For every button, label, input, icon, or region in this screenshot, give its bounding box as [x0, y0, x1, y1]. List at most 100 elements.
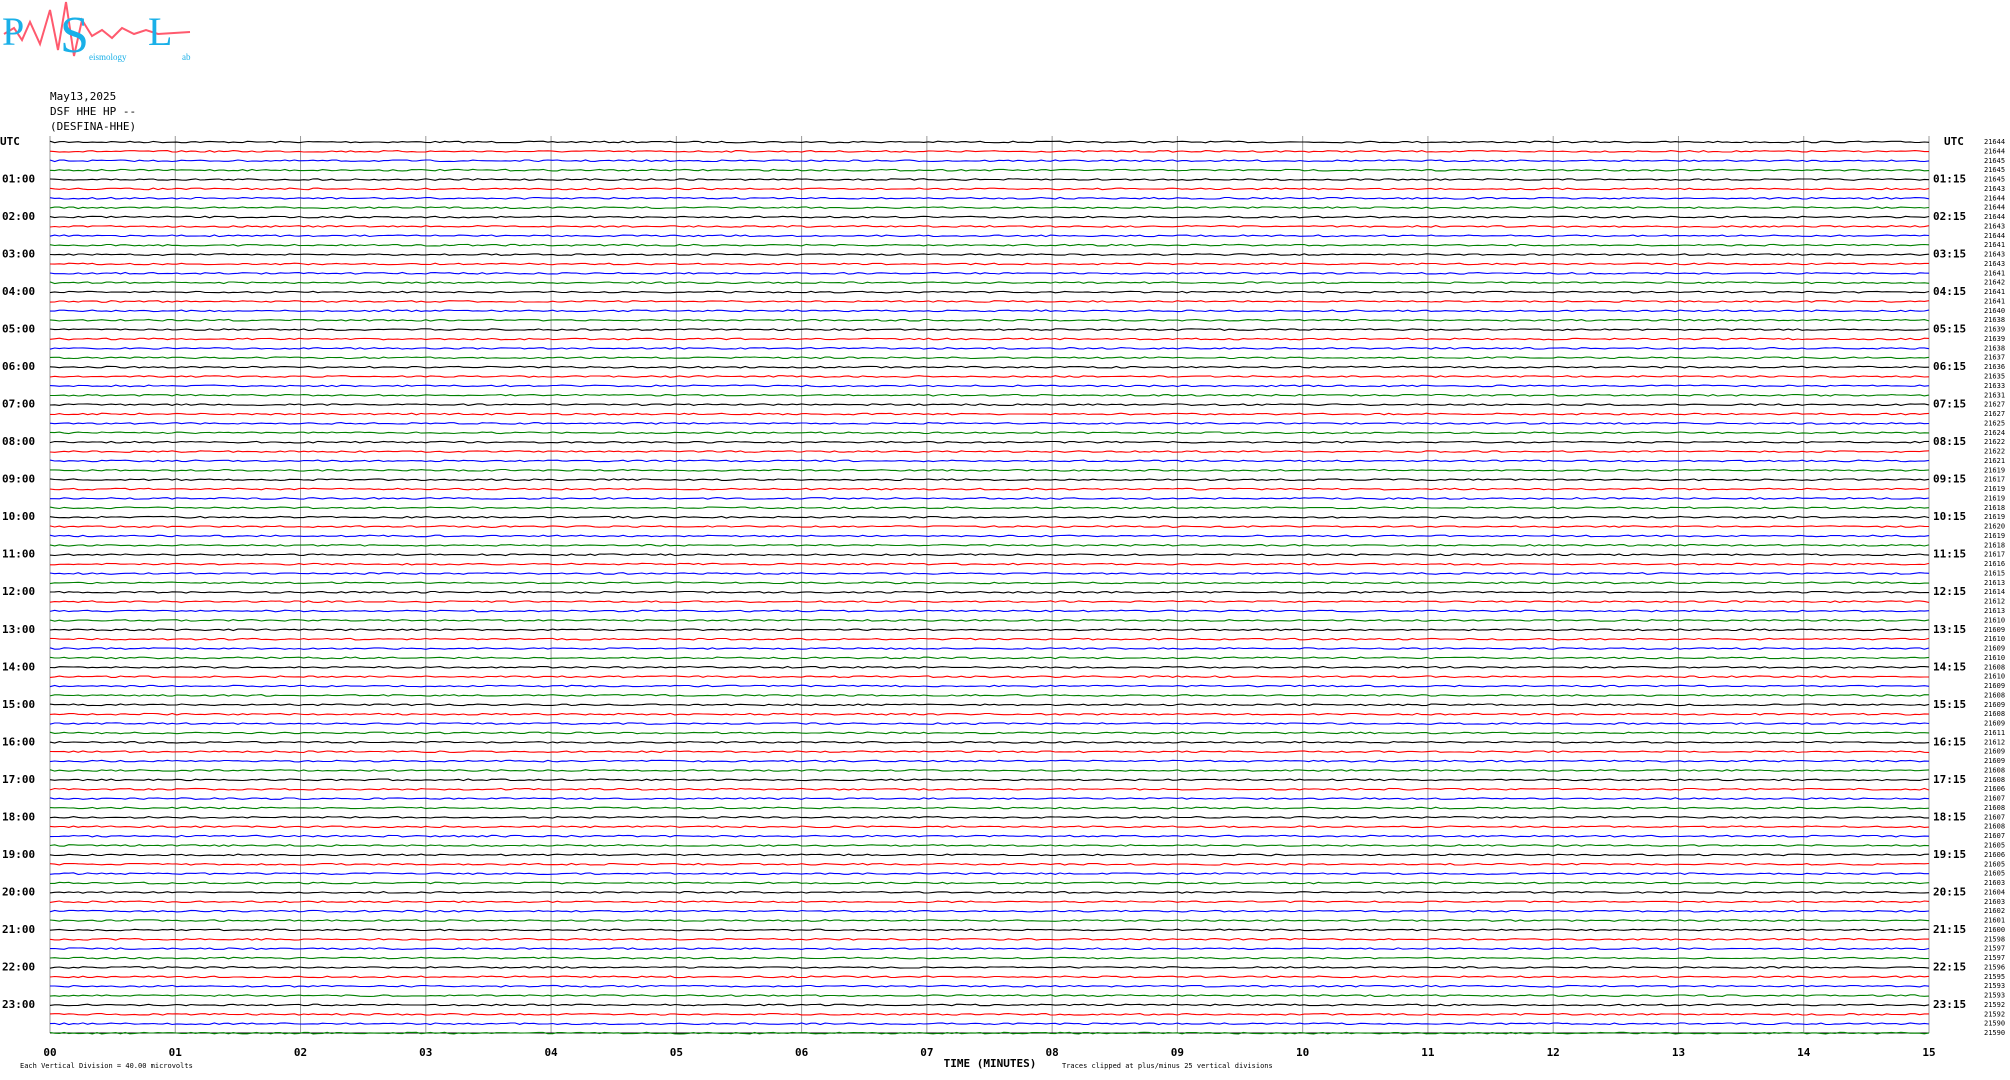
trace-count: 21590	[1984, 1020, 2005, 1028]
x-tick-label: 13	[1672, 1046, 1685, 1059]
trace-count: 21641	[1984, 269, 2005, 277]
trace	[50, 497, 1930, 500]
trace-count: 21606	[1984, 785, 2005, 793]
trace-count: 21610	[1984, 673, 2005, 681]
trace-count: 21609	[1984, 748, 2005, 756]
trace-count: 21604	[1984, 888, 2005, 896]
trace-count: 21627	[1984, 410, 2005, 418]
y-tick-label: 01:00	[2, 173, 35, 186]
trace-count: 21609	[1984, 626, 2005, 634]
x-tick-label: 06	[795, 1046, 809, 1059]
x-tick-label: 08	[1046, 1046, 1059, 1059]
trace	[49, 684, 1930, 688]
y-tick-label-right: 08:15	[1933, 435, 1966, 448]
y-tick-label-right: 20:15	[1933, 885, 1966, 898]
y-tick-label-right: 14:15	[1933, 660, 1966, 673]
trace-count: 21603	[1984, 879, 2005, 887]
logo-p: P	[2, 9, 24, 54]
trace	[49, 937, 1930, 941]
trace-count: 21633	[1984, 382, 2005, 390]
trace-count: 21645	[1984, 157, 2005, 165]
clip-note: Traces clipped at plus/minus 25 vertical…	[1062, 1062, 1273, 1070]
trace-count: 21601	[1984, 917, 2005, 925]
y-tick-label-right: 05:15	[1933, 323, 1966, 336]
trace-count: 21611	[1984, 729, 2005, 737]
trace-count: 21617	[1984, 476, 2005, 484]
channel: DSF HHE HP --	[50, 105, 136, 118]
x-tick-label: 09	[1171, 1046, 1184, 1059]
y-tick-label: 17:00	[2, 773, 35, 786]
logo-l: L	[148, 9, 172, 54]
y-tick-label-right: 15:15	[1933, 698, 1966, 711]
y-tick-label: 07:00	[2, 398, 35, 411]
trace	[49, 1013, 1929, 1016]
trace	[49, 825, 1930, 829]
trace-count: 21609	[1984, 720, 2005, 728]
left-axis-title: UTC	[0, 135, 20, 148]
trace	[49, 834, 1930, 838]
trace-count: 21619	[1984, 485, 2005, 493]
trace-count: 21641	[1984, 297, 2005, 305]
y-tick-label-right: 07:15	[1933, 398, 1966, 411]
trace	[49, 215, 1930, 219]
trace	[49, 253, 1930, 256]
x-tick-label: 05	[670, 1046, 683, 1059]
trace-count: 21609	[1984, 682, 2005, 690]
trace-count: 21593	[1984, 992, 2005, 1000]
trace-count: 21645	[1984, 176, 2005, 184]
trace	[49, 572, 1930, 575]
x-tick-label: 12	[1547, 1046, 1560, 1059]
x-tick-label: 02	[294, 1046, 307, 1059]
y-tick-label: 04:00	[2, 285, 35, 298]
trace	[49, 243, 1930, 247]
trace-count: 21643	[1984, 260, 2005, 268]
trace	[49, 787, 1930, 791]
x-tick-label: 01	[169, 1046, 183, 1059]
trace	[49, 262, 1929, 266]
y-tick-label-right: 02:15	[1933, 210, 1966, 223]
trace-count: 21644	[1984, 204, 2005, 212]
y-tick-label-right: 04:15	[1933, 285, 1966, 298]
trace-count: 21606	[1984, 851, 2005, 859]
trace-count: 21610	[1984, 635, 2005, 643]
y-tick-label-right: 21:15	[1933, 923, 1966, 936]
trace	[49, 694, 1930, 697]
trace	[50, 309, 1930, 313]
logo-lab: ab	[182, 52, 191, 62]
trace	[49, 1022, 1930, 1026]
trace	[49, 656, 1930, 660]
trace	[49, 506, 1930, 510]
x-tick-label: 15	[1922, 1046, 1935, 1059]
trace-count: 21609	[1984, 701, 2005, 709]
trace	[49, 647, 1930, 650]
y-tick-label: 15:00	[2, 698, 35, 711]
trace-count: 21640	[1984, 307, 2005, 315]
trace-count: 21605	[1984, 842, 2005, 850]
trace	[49, 1031, 1930, 1035]
trace	[49, 590, 1930, 594]
y-tick-label: 16:00	[2, 735, 35, 748]
trace-count: 21636	[1984, 363, 2005, 371]
trace	[49, 290, 1930, 294]
trace	[49, 750, 1930, 754]
trace	[49, 347, 1930, 350]
y-tick-label: 18:00	[2, 810, 35, 823]
x-tick-label: 07	[920, 1046, 933, 1059]
trace-count: 21598	[1984, 935, 2005, 943]
trace-count: 21590	[1984, 1029, 2005, 1037]
trace-count: 21608	[1984, 804, 2005, 812]
y-tick-label: 05:00	[2, 323, 35, 336]
trace	[49, 487, 1930, 491]
trace-count: 21605	[1984, 860, 2005, 868]
trace-count: 21638	[1984, 344, 2005, 352]
y-tick-label: 11:00	[2, 548, 35, 561]
trace-count: 21618	[1984, 541, 2005, 549]
y-tick-label-right: 10:15	[1933, 510, 1966, 523]
trace-count: 21610	[1984, 616, 2005, 624]
trace	[49, 384, 1930, 388]
trace	[50, 393, 1930, 397]
trace-count: 21613	[1984, 607, 2005, 615]
trace	[49, 178, 1930, 181]
trace-count: 21613	[1984, 579, 2005, 587]
trace	[49, 919, 1930, 922]
